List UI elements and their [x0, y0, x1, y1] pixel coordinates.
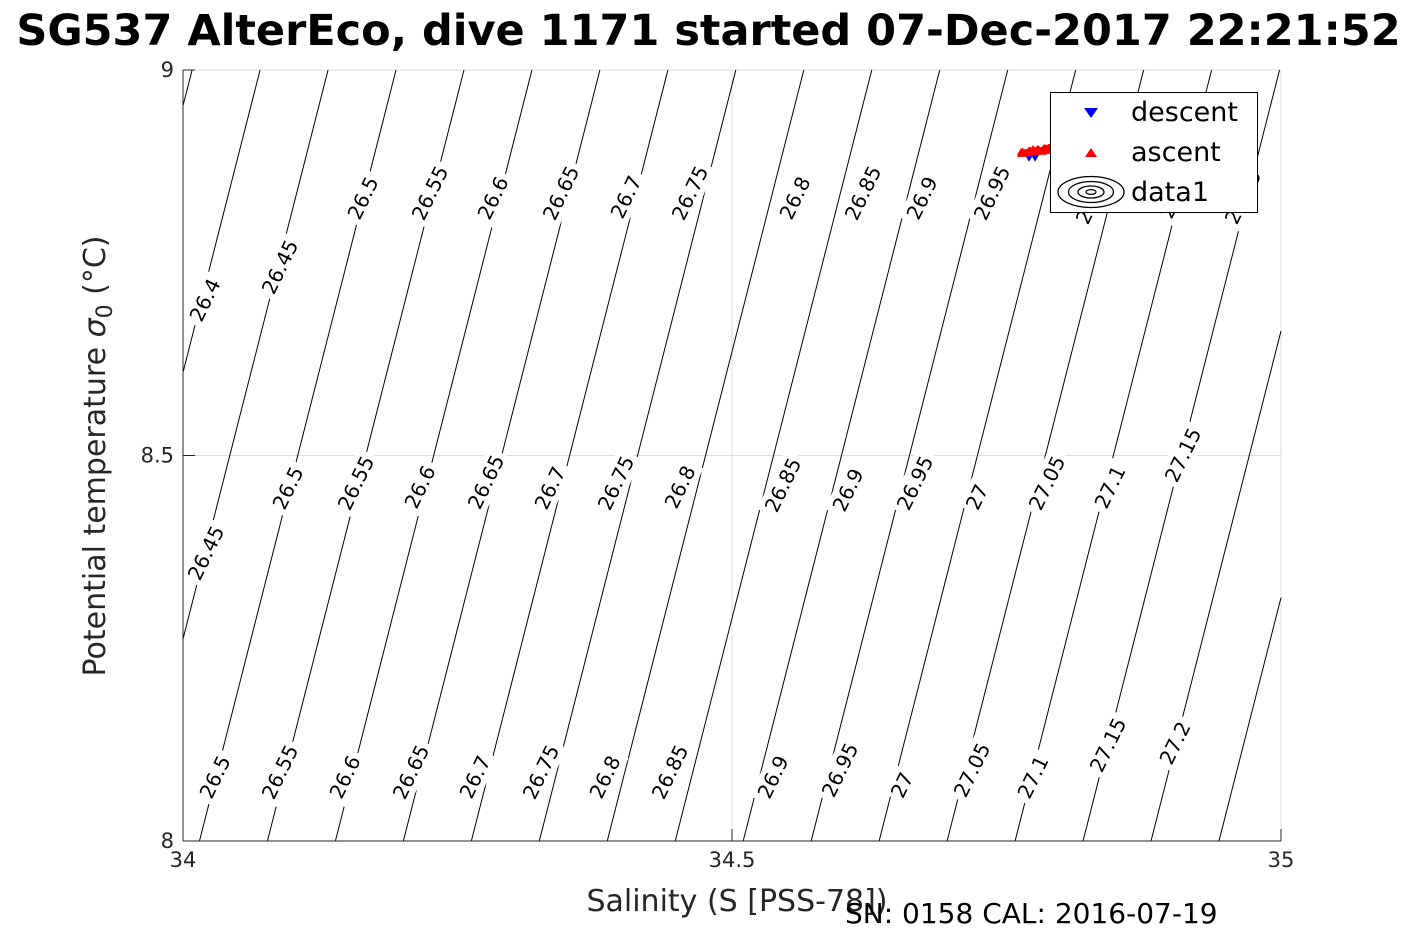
svg-text:26.85: 26.85 — [760, 454, 807, 516]
legend[interactable]: descent ascent data1 — [1050, 92, 1258, 213]
x-axis-label: Salinity (S [PSS-78]) — [586, 884, 888, 919]
contour-label-26.5: 26.5 — [339, 168, 387, 228]
contour-line-26.85 — [674, 69, 873, 842]
legend-label-ascent: ascent — [1131, 136, 1221, 168]
x-tick-label-34.5: 34.5 — [709, 848, 756, 872]
contour-label-26.5: 26.5 — [191, 747, 239, 807]
contour-label-26.75: 26.75 — [663, 157, 717, 229]
contour-label-26.6: 26.6 — [321, 747, 369, 807]
svg-text:26.85: 26.85 — [840, 162, 887, 224]
contour-label-26.45: 26.45 — [179, 517, 233, 589]
svg-text:26.65: 26.65 — [388, 741, 435, 803]
contour-line-27 — [878, 69, 1077, 842]
svg-text:26.75: 26.75 — [593, 452, 640, 514]
contour-label-26.7: 26.7 — [602, 167, 650, 227]
contour-line-27.25 — [1218, 597, 1282, 842]
y-tick-label-9: 9 — [161, 58, 174, 82]
svg-text:26.45: 26.45 — [257, 236, 304, 298]
contour-label-26.6: 26.6 — [469, 168, 517, 228]
contour-label-27.05: 27.05 — [945, 734, 999, 806]
contour-label-27.1: 27.1 — [1086, 457, 1134, 517]
ascent-marker-icon — [1051, 147, 1131, 157]
contour-label-26.85: 26.85 — [643, 736, 697, 808]
svg-text:27.15: 27.15 — [1085, 714, 1132, 776]
contour-label-26.85: 26.85 — [836, 157, 890, 229]
contour-line-26.4 — [182, 69, 261, 373]
contour-label-26.6: 26.6 — [396, 457, 444, 517]
contour-label-26.55: 26.55 — [403, 157, 457, 229]
contour-label-26.95: 26.95 — [965, 157, 1019, 229]
svg-text:26.65: 26.65 — [463, 451, 510, 513]
contour-label-26.85: 26.85 — [756, 449, 810, 521]
contour-label-26.95: 26.95 — [813, 734, 867, 806]
contour-label-26.65: 26.65 — [534, 157, 588, 229]
contour-label-27.15: 27.15 — [1081, 709, 1135, 781]
contour-line-26.75 — [538, 69, 737, 842]
contour-label-26.5: 26.5 — [264, 458, 312, 518]
svg-text:26.95: 26.95 — [817, 739, 864, 801]
contour-label-26.8: 26.8 — [656, 457, 704, 517]
contour-label-26.75: 26.75 — [514, 736, 568, 808]
legend-item-ascent: ascent — [1051, 133, 1257, 171]
contour-line-26.35 — [182, 69, 193, 106]
contour-line-26.8 — [606, 69, 805, 842]
contour-label-26.45: 26.45 — [253, 231, 307, 303]
x-tick-label-35: 35 — [1268, 848, 1295, 872]
contour-label-26.8: 26.8 — [581, 747, 629, 807]
plot-title: SG537 AlterEco, dive 1171 started 07-Dec… — [16, 6, 1401, 56]
svg-text:26.95: 26.95 — [969, 162, 1016, 224]
contour-label-26.55: 26.55 — [329, 447, 383, 519]
svg-text:26.85: 26.85 — [647, 741, 694, 803]
svg-text:26.95: 26.95 — [892, 452, 939, 514]
contour-label-26.9: 26.9 — [749, 747, 797, 807]
y-tick-label-8.5: 8.5 — [141, 444, 174, 468]
calibration-annotation: SN: 0158 CAL: 2016-07-19 — [845, 897, 1218, 930]
contour-label-26.7: 26.7 — [451, 747, 499, 807]
contour-label-27: 27 — [883, 765, 921, 805]
svg-text:26.55: 26.55 — [407, 162, 454, 224]
svg-text:26.75: 26.75 — [667, 162, 714, 224]
legend-label-descent: descent — [1131, 97, 1238, 129]
svg-text:26.55: 26.55 — [333, 452, 380, 514]
svg-text:27: 27 — [961, 480, 994, 513]
contour-label-26.75: 26.75 — [589, 447, 643, 519]
contour-label-26.55: 26.55 — [253, 736, 307, 808]
contour-label-26.7: 26.7 — [526, 458, 574, 518]
svg-text:26.45: 26.45 — [183, 522, 230, 584]
svg-text:27.05: 27.05 — [949, 739, 996, 801]
contour-label-27.2: 27.2 — [1151, 713, 1199, 773]
svg-text:26.65: 26.65 — [538, 162, 585, 224]
contour-label-27: 27 — [958, 477, 996, 517]
svg-text:26.55: 26.55 — [257, 741, 304, 803]
x-tick-label-34: 34 — [170, 848, 197, 872]
contour-label-26.65: 26.65 — [384, 736, 438, 808]
contour-label-26.65: 26.65 — [459, 446, 513, 518]
legend-item-data1: data1 — [1051, 173, 1257, 211]
contour-label-27.1: 27.1 — [1009, 747, 1057, 807]
legend-item-descent: descent — [1051, 94, 1257, 132]
contour-label-26.9: 26.9 — [898, 168, 946, 228]
contour-label-26.8: 26.8 — [771, 168, 819, 228]
contour-label-26.4: 26.4 — [181, 270, 229, 330]
descent-marker-icon — [1051, 107, 1131, 118]
contour-label-26.9: 26.9 — [824, 460, 872, 520]
svg-text:27.05: 27.05 — [1024, 452, 1071, 514]
contour-line-26.9 — [742, 69, 941, 842]
contour-label-26.95: 26.95 — [888, 447, 942, 519]
y-tick-label-8: 8 — [161, 829, 174, 853]
legend-label-data1: data1 — [1131, 176, 1209, 208]
contour-label-27.05: 27.05 — [1020, 447, 1074, 519]
contour-rings-icon — [1051, 173, 1131, 211]
